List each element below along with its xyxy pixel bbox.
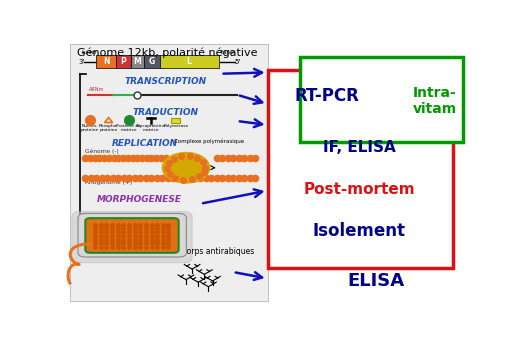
Text: 3': 3' <box>78 59 85 65</box>
Bar <box>171 118 180 122</box>
Text: Trailer: Trailer <box>219 50 235 55</box>
Text: Génome (-): Génome (-) <box>85 149 119 154</box>
Bar <box>144 55 159 69</box>
Bar <box>116 55 130 69</box>
Bar <box>96 55 116 69</box>
Text: Complexe polymérasique: Complexe polymérasique <box>174 138 244 144</box>
Text: RT-PCR: RT-PCR <box>294 87 359 105</box>
Text: Protéine de
matrice: Protéine de matrice <box>116 124 141 133</box>
Text: Polymérase: Polymérase <box>163 124 188 128</box>
Text: TRADUCTION: TRADUCTION <box>133 108 199 117</box>
Text: leader: leader <box>82 50 97 55</box>
Text: Nucléo-
protéine: Nucléo- protéine <box>81 124 99 133</box>
Text: G: G <box>149 57 155 66</box>
Text: Isolement: Isolement <box>313 222 406 240</box>
Text: MORPHOGENESE: MORPHOGENESE <box>97 194 181 204</box>
Circle shape <box>163 152 210 183</box>
Text: ARNm: ARNm <box>89 87 104 92</box>
Text: Antigénome (+): Antigénome (+) <box>85 179 133 185</box>
Text: M: M <box>134 57 141 66</box>
Text: L: L <box>187 57 191 66</box>
Text: N: N <box>103 57 109 66</box>
Text: Phospho-
protéine: Phospho- protéine <box>98 124 119 133</box>
Text: Intra-
vitam: Intra- vitam <box>412 86 457 116</box>
FancyBboxPatch shape <box>72 211 192 263</box>
FancyBboxPatch shape <box>85 218 179 253</box>
Text: REPLICATION: REPLICATION <box>112 139 178 148</box>
Bar <box>268 70 453 268</box>
Text: P: P <box>120 57 126 66</box>
Text: 5': 5' <box>235 59 241 65</box>
FancyBboxPatch shape <box>78 213 186 257</box>
Text: ELISA: ELISA <box>347 272 404 290</box>
Text: TRANSCRIPTION: TRANSCRIPTION <box>125 77 207 86</box>
Text: Anticorps antirabiques: Anticorps antirabiques <box>167 247 254 256</box>
Bar <box>300 57 463 142</box>
Bar <box>159 55 219 69</box>
Bar <box>70 44 268 301</box>
Text: Génome 12kb, polarité négative: Génome 12kb, polarité négative <box>77 47 258 58</box>
Text: Post-mortem: Post-mortem <box>304 182 415 197</box>
Text: Glycoprotéine
matrice: Glycoprotéine matrice <box>136 124 167 133</box>
Bar <box>130 55 144 69</box>
Text: IF, ELISA: IF, ELISA <box>323 140 396 155</box>
